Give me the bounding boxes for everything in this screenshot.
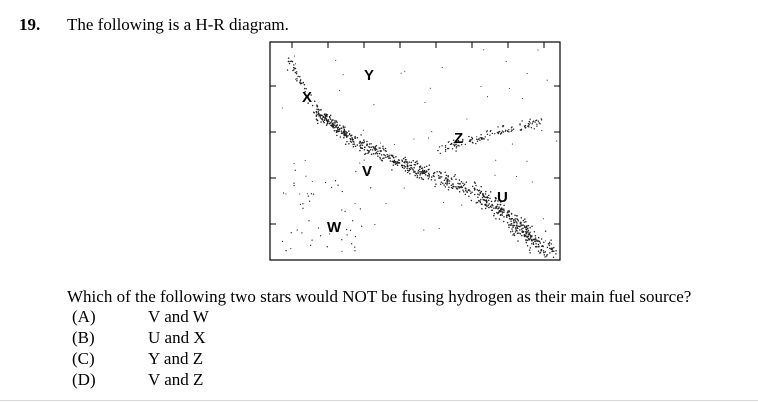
option-letter: (A) [72, 307, 96, 326]
question-intro: The following is a H-R diagram. [67, 15, 289, 34]
bottom-rule [0, 400, 758, 401]
star-label-v: V [362, 163, 372, 180]
option-letter: (B) [72, 328, 95, 347]
star-label-z: Z [454, 130, 463, 147]
option-letter: (C) [72, 349, 95, 368]
option-d[interactable]: (D) V and Z [0, 370, 300, 390]
option-text: Y and Z [148, 349, 204, 368]
question-number: 19. [19, 15, 41, 34]
option-text: V and Z [148, 370, 204, 389]
diagram-frame [269, 41, 561, 261]
option-c[interactable]: (C) Y and Z [0, 349, 300, 369]
star-label-u: U [497, 189, 508, 206]
star-points [281, 49, 558, 258]
question-prompt: Which of the following two stars would N… [67, 287, 692, 306]
diagram-ticks [270, 42, 560, 225]
option-text: V and W [148, 307, 209, 326]
star-label-w: W [327, 219, 342, 236]
option-a[interactable]: (A) V and W [0, 307, 300, 327]
star-label-x: X [302, 89, 312, 106]
option-text: U and X [148, 328, 206, 347]
hr-diagram: X Y Z V W U [269, 41, 561, 261]
option-letter: (D) [72, 370, 96, 389]
star-label-y: Y [364, 67, 374, 84]
option-b[interactable]: (B) U and X [0, 328, 300, 348]
